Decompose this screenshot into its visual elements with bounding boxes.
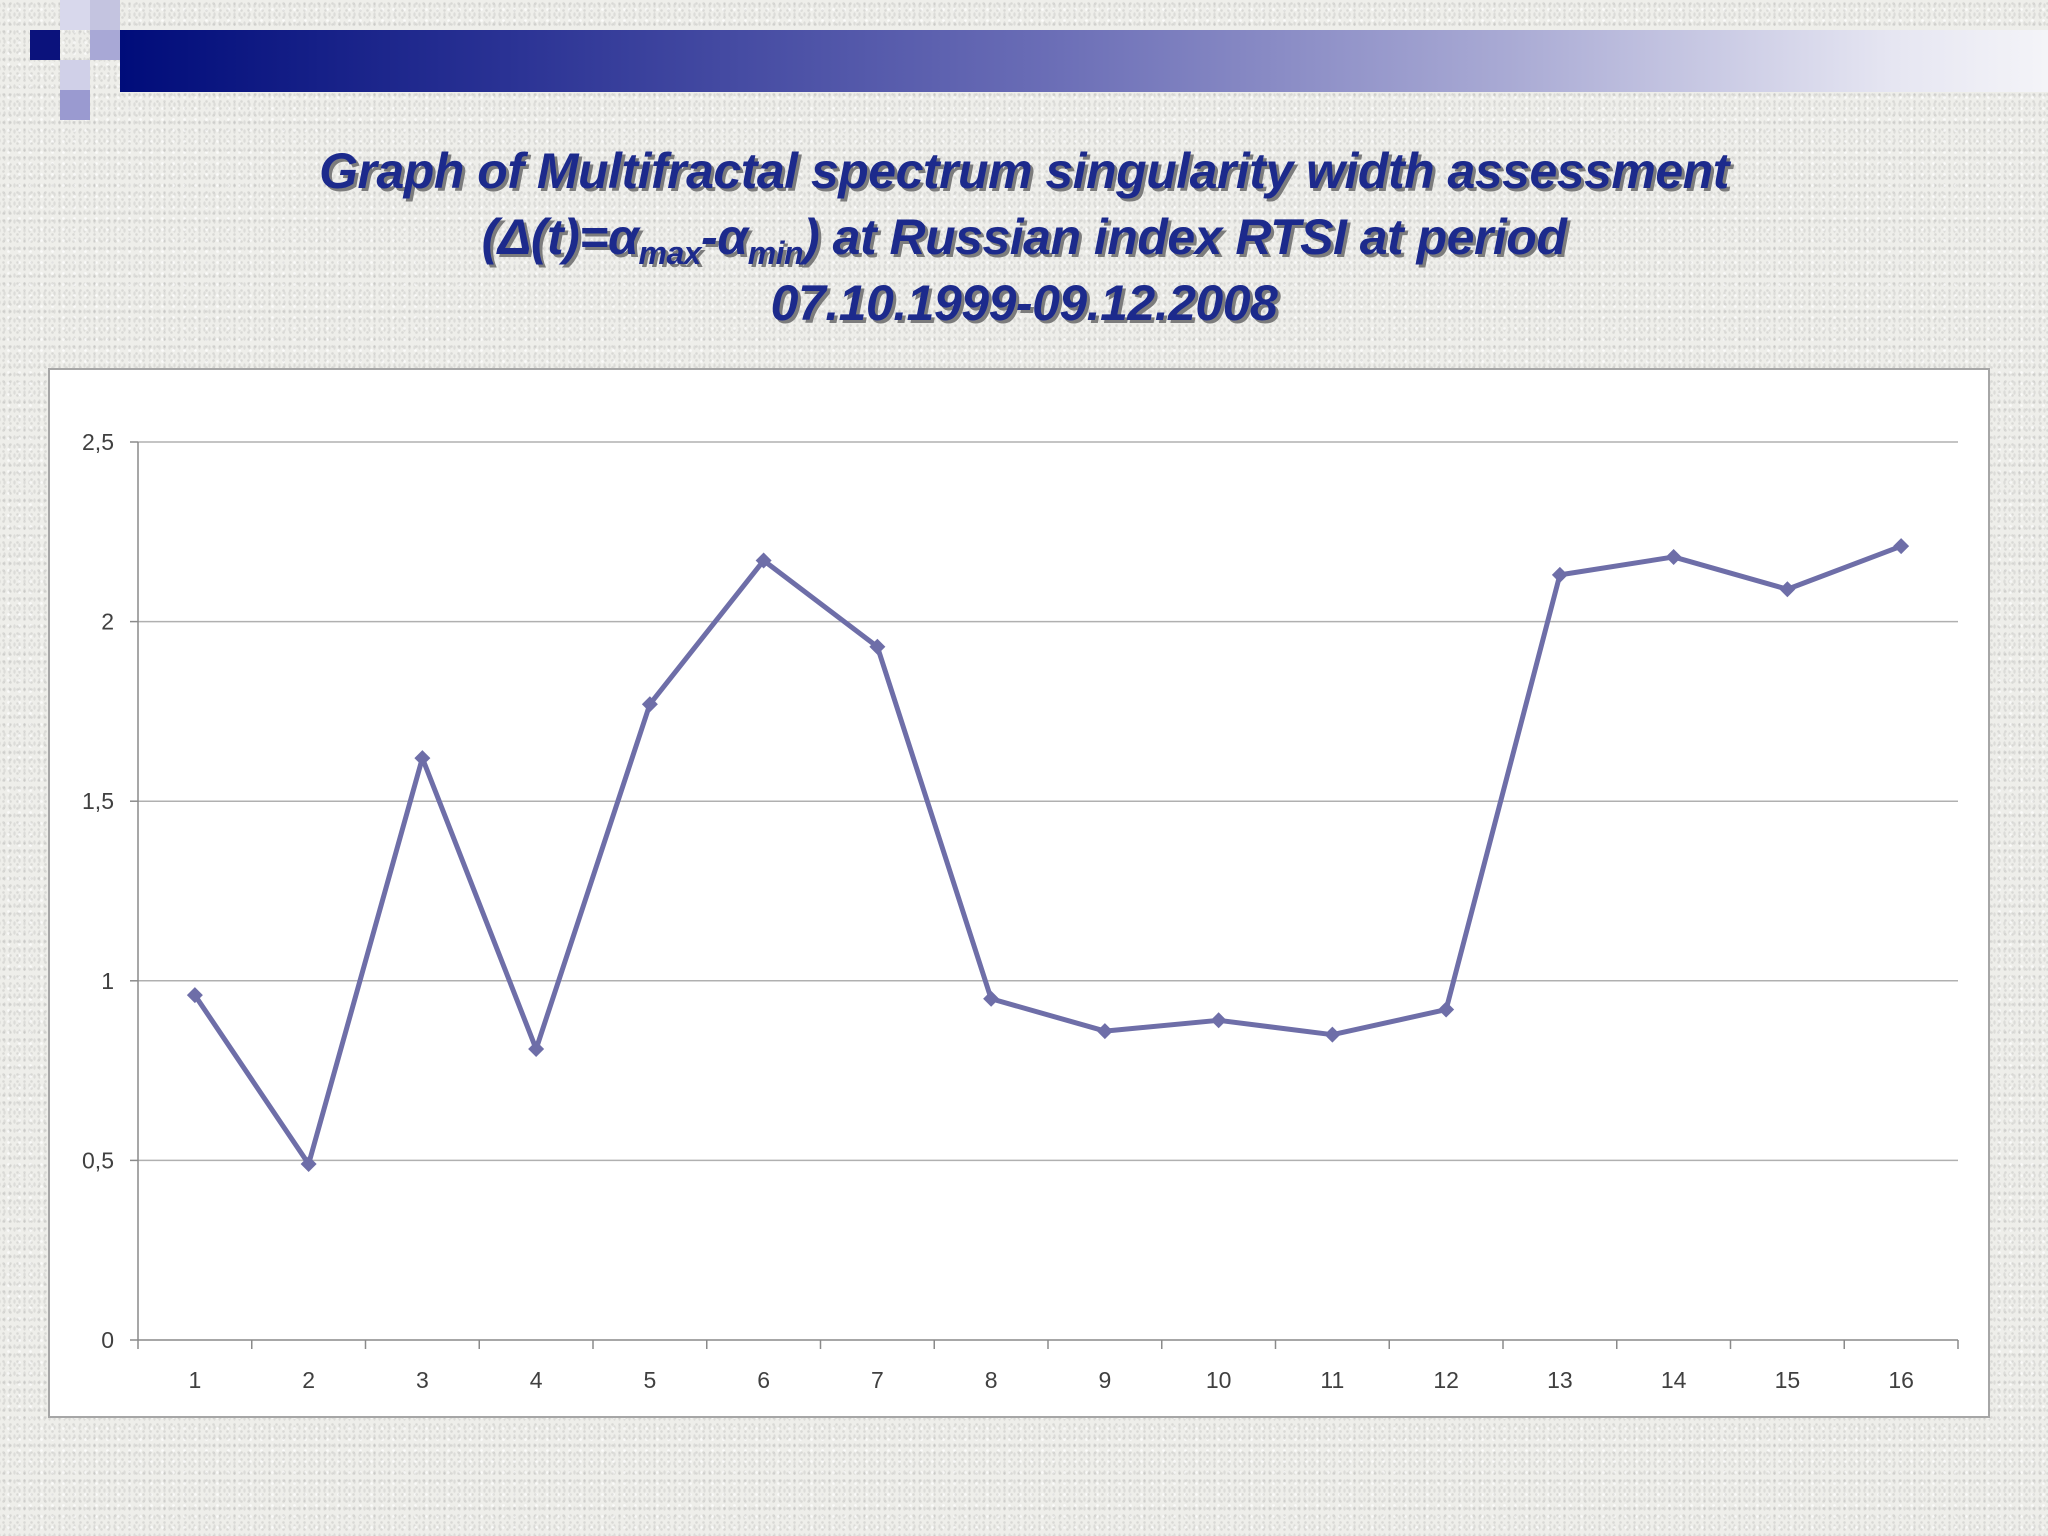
data-point-marker [1893, 538, 1910, 555]
x-tick-label: 3 [416, 1367, 429, 1393]
x-tick-label: 7 [871, 1367, 884, 1393]
logo-square-light [90, 0, 120, 30]
title-formula-start: (Δ(t)=α [481, 209, 639, 265]
x-tick-label: 15 [1775, 1367, 1801, 1393]
x-tick-label: 16 [1888, 1367, 1914, 1393]
data-point-marker [1324, 1026, 1341, 1043]
title-sub-min: min [747, 235, 804, 271]
data-point-marker [300, 1155, 317, 1172]
title-formula-mid: -α [701, 209, 748, 265]
data-point-marker [869, 638, 886, 655]
x-tick-label: 11 [1320, 1367, 1344, 1393]
series-layer [186, 538, 1910, 1172]
data-point-marker [983, 990, 1000, 1007]
data-point-marker [755, 552, 772, 569]
x-tick-label: 9 [1098, 1367, 1111, 1393]
x-tick-labels: 1 2 3 4 5 6 7 8 9 10 11 12 13 14 15 16 [188, 1367, 1913, 1393]
x-tick-label: 12 [1433, 1367, 1459, 1393]
data-point-marker [528, 1041, 545, 1058]
data-point-marker [1210, 1012, 1227, 1029]
data-point-marker [414, 750, 431, 767]
data-point-marker [1551, 566, 1568, 583]
title-line-1: Graph of Multifractal spectrum singulari… [319, 143, 1729, 199]
y-tick-label: 0,5 [82, 1147, 114, 1173]
x-tick-label: 14 [1661, 1367, 1687, 1393]
line-chart: 00,511,522,5 1 2 3 4 5 6 7 8 9 10 11 12 13 14 15 16 [82, 429, 1959, 1393]
x-tick-label: 2 [302, 1367, 315, 1393]
header-gradient-bar [120, 30, 2048, 92]
logo-square-light [60, 0, 90, 30]
x-tick-label: 13 [1547, 1367, 1573, 1393]
axes [130, 441, 1959, 1349]
title-line-2: (Δ(t)=αmax-αmin) at Russian index RTSI a… [120, 204, 1928, 270]
title-sub-max: max [638, 235, 702, 271]
y-tick-label: 2,5 [82, 429, 114, 455]
x-tick-label: 4 [530, 1367, 543, 1393]
data-point-marker [1779, 581, 1796, 598]
slide-title: Graph of Multifractal spectrum singulari… [120, 138, 1928, 336]
chart-panel: 0 0,5 1 1,5 2 2,5 1 2 3 4 5 6 7 8 9 10 11 12 13 14 15 16 [48, 368, 1990, 1418]
y-tick-label: 2 [101, 609, 114, 635]
data-point-marker [1096, 1023, 1113, 1040]
y-tick-labels: 0 0,5 1 1,5 2 2,5 [82, 429, 114, 1353]
data-point-marker [186, 987, 203, 1004]
title-line-3: 07.10.1999-09.12.2008 [770, 275, 1278, 331]
x-tick-label: 1 [188, 1367, 201, 1393]
y-tick-label: 1,5 [82, 788, 114, 814]
x-tick-label: 10 [1206, 1367, 1232, 1393]
y-tick-label: 1 [101, 968, 114, 994]
y-tick-label: 0 [101, 1327, 114, 1353]
logo-square-mid [90, 30, 120, 60]
logo-square-light [60, 60, 90, 90]
logo-square-mid [60, 90, 90, 120]
x-tick-label: 5 [643, 1367, 656, 1393]
x-tick-label: 8 [985, 1367, 998, 1393]
data-point-marker [1665, 548, 1682, 565]
x-tick-label: 6 [757, 1367, 770, 1393]
logo-square-dark [30, 30, 60, 60]
data-point-marker [1438, 1001, 1455, 1018]
title-formula-end: ) at Russian index RTSI at period [803, 209, 1567, 265]
data-point-marker [641, 696, 658, 713]
series-line [192, 543, 1903, 1167]
